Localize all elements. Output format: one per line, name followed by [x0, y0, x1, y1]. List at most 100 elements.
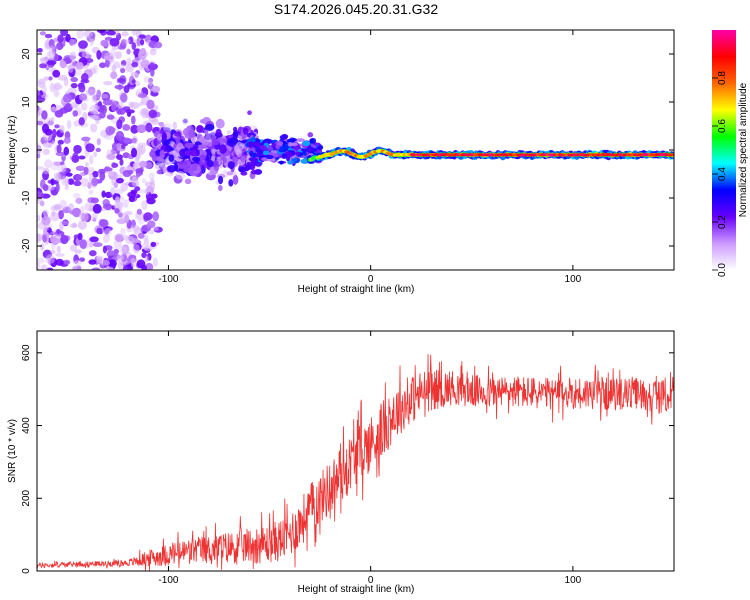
spectrogram-cell: [287, 160, 293, 165]
spectrogram-cell: [115, 130, 125, 141]
spectrogram-cell: [184, 142, 194, 149]
spectrogram-cell: [196, 144, 205, 150]
spectrogram-cell: [39, 200, 45, 207]
spectrogram-cell: [37, 233, 42, 243]
spectrogram-cell: [102, 245, 107, 254]
spectrogram-cell: [42, 209, 49, 217]
spectrogram-cell: [120, 92, 128, 103]
spectrogram-cell: [256, 148, 262, 155]
spectrogram-cell: [124, 211, 133, 216]
spectrogram-cell: [149, 150, 157, 158]
spectrogram-cell: [40, 57, 49, 64]
spectrogram-cell: [249, 163, 256, 171]
spectrogram-cell: [232, 131, 239, 140]
spectrogram-cell: [124, 39, 131, 44]
spectrogram-cell: [50, 117, 55, 122]
spectrogram-cell: [279, 160, 284, 165]
spectrogram-cell: [59, 199, 68, 210]
spectrogram-cell: [211, 139, 220, 146]
spectrogram-cell: [70, 77, 78, 83]
spectrogram-cell: [113, 239, 123, 250]
spectrogram-cell: [168, 154, 175, 162]
spectrogram-cell: [56, 144, 62, 154]
y-tick-label: 20: [21, 48, 32, 60]
spectrogram-cell: [81, 72, 89, 83]
spectrogram-cell: [50, 249, 56, 254]
spectrogram-cell: [37, 47, 43, 53]
spectrogram-cell: [148, 78, 154, 87]
spectrogram-cell: [167, 164, 177, 173]
spectrogram-cell: [78, 84, 86, 93]
spectrogram-cell: [119, 245, 128, 255]
spectrogram-cell: [151, 193, 158, 199]
x-tick-label: -100: [158, 575, 178, 586]
spectrogram-cell: [100, 93, 109, 99]
spectrogram-cell: [69, 38, 75, 46]
spectrogram-cell: [74, 249, 82, 254]
spectrogram-cell: [96, 138, 101, 146]
spectrogram-cell: [37, 191, 44, 199]
spectrogram-cell: [88, 189, 94, 195]
spectrogram-cell: [57, 74, 68, 81]
spectrogram-cell: [69, 223, 78, 228]
spectrogram-cell: [188, 129, 196, 139]
x-tick-label: 100: [565, 575, 582, 586]
spectrogram-cell: [120, 143, 126, 150]
spectrogram-cell: [58, 210, 64, 220]
spectrogram-cell: [212, 160, 219, 168]
spectrogram-cell: [120, 182, 128, 192]
spectrogram-cell: [92, 203, 102, 214]
snr-x-ticks: -100 0 100: [158, 331, 582, 586]
spectrogram-cell: [70, 101, 78, 109]
spectrogram-cell: [210, 134, 216, 142]
spectrogram-cell: [138, 93, 147, 99]
colorbar-tick-label: 0.6: [717, 119, 728, 133]
spectrogram-cell: [138, 34, 146, 39]
spectrogram-cell: [100, 260, 110, 266]
spectrogram-x-label: Height of straight line (km): [298, 284, 415, 295]
spectrogram-cell: [222, 156, 227, 164]
spectrogram-cell: [42, 142, 52, 149]
spectrogram-cell: [60, 30, 69, 37]
spectrogram-cell: [306, 146, 315, 154]
spectrogram-cell: [215, 118, 225, 129]
spectrogram-cell: [130, 257, 136, 268]
spectrogram-cell: [249, 150, 254, 157]
spectrogram-cell: [149, 48, 157, 56]
spectrogram-cell: [137, 218, 145, 225]
spectrogram-cell: [81, 136, 91, 142]
snr-y-label: SNR (10 * v/v): [7, 419, 18, 483]
spectrogram-cell: [149, 178, 155, 186]
spectrogram-cell: [122, 265, 130, 270]
spectrogram-cell: [46, 267, 54, 270]
spectrogram-cell: [80, 102, 88, 111]
spectrogram-cell: [118, 212, 123, 218]
spectrogram-cell: [37, 153, 41, 159]
spectrogram-cell: [131, 42, 137, 51]
spectrogram-cell: [124, 214, 130, 224]
spectrogram-cell: [152, 257, 158, 267]
spectrogram-cell: [119, 158, 124, 166]
spectrogram-cell: [115, 199, 121, 207]
spectrogram-cell: [265, 154, 274, 159]
colorbar-tick-label: 0.0: [717, 263, 728, 277]
spectrogram-cell: [135, 168, 144, 174]
spectrogram-cell: [57, 34, 64, 43]
spectrogram-cell: [122, 124, 131, 131]
spectrogram-cell: [134, 72, 139, 78]
spectrogram-cell: [99, 219, 109, 228]
spectrogram-cell: [289, 142, 299, 147]
spectrogram-cell: [63, 146, 70, 156]
spectrogram-cell: [162, 166, 167, 174]
spectrogram-cell: [125, 235, 135, 245]
spectrogram-cell: [89, 154, 94, 165]
spectrogram-cell: [110, 71, 118, 80]
spectrogram-cell: [250, 136, 256, 143]
spectrogram-cell: [90, 197, 99, 204]
spectrogram-cell: [48, 45, 56, 51]
spectrogram-cell: [105, 30, 116, 36]
spectrogram-cell: [131, 61, 139, 68]
spectrogram-cell: [139, 160, 147, 168]
spectrogram-cell: [228, 139, 235, 145]
